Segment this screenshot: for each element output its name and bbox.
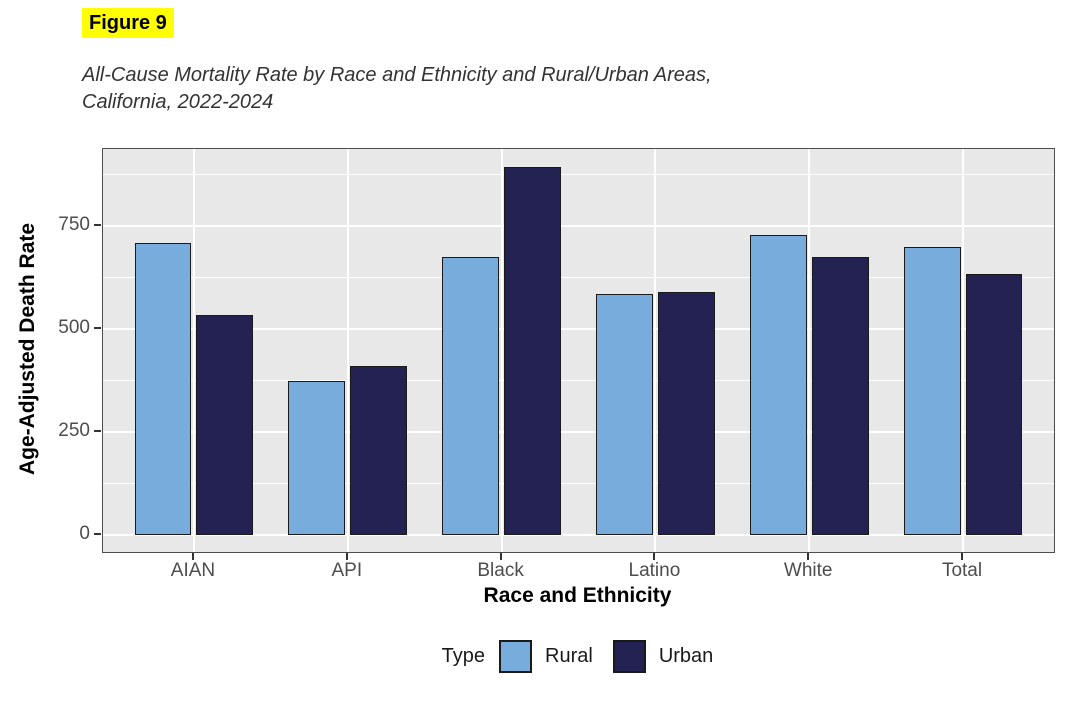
x-tick-label-total: Total: [941, 560, 983, 581]
x-tick-mark: [345, 553, 348, 560]
major-gridline: [103, 328, 1054, 331]
x-tick-label-black: Black: [477, 560, 524, 581]
bars-row: [103, 149, 1054, 552]
bar-urban-api: [350, 366, 408, 535]
subtitle-line-2: California, 2022-2024: [82, 91, 274, 113]
figure-label: Figure 9: [82, 8, 174, 38]
minor-gridline: [103, 482, 1054, 484]
y-tick-mark: [94, 224, 101, 227]
bar-group-total: [886, 149, 1040, 552]
y-tick-label: 250: [58, 419, 90, 441]
y-tick-mark: [94, 429, 101, 432]
y-tick-label: 750: [58, 214, 90, 236]
legend: Type Rural Urban: [102, 640, 1053, 673]
bar-group-white: [732, 149, 886, 552]
major-gridline: [103, 430, 1054, 433]
legend-label-rural: Rural: [545, 645, 593, 667]
x-tick-label-white: White: [783, 560, 833, 581]
legend-swatch-urban: [612, 640, 646, 673]
vertical-gridline: [808, 149, 811, 552]
vertical-gridline: [962, 149, 965, 552]
x-tick-mark: [499, 553, 502, 560]
bar-urban-black: [504, 166, 561, 535]
bar-urban-white: [811, 257, 869, 535]
x-tick-label-latino: Latino: [628, 560, 681, 581]
bar-group-latino: [578, 149, 732, 552]
x-axis-title: Race and Ethnicity: [483, 584, 672, 607]
legend-label-urban: Urban: [658, 645, 714, 667]
major-gridline: [103, 533, 1054, 536]
plot-panel: [102, 148, 1055, 553]
x-tick-mark: [807, 553, 810, 560]
bar-urban-aian: [196, 314, 254, 535]
y-tick-mark: [94, 327, 101, 330]
x-tick-mark: [653, 553, 656, 560]
y-tick-mark: [94, 532, 101, 535]
y-axis-title: Age-Adjusted Death Rate: [16, 223, 39, 476]
vertical-gridline: [654, 149, 657, 552]
y-tick-label: 500: [58, 317, 90, 339]
bar-urban-total: [965, 273, 1023, 535]
vertical-gridline: [500, 149, 503, 552]
minor-gridline: [103, 174, 1054, 176]
legend-title: Type: [441, 645, 486, 667]
bar-group-black: [425, 149, 579, 552]
bar-rural-latino: [595, 294, 653, 535]
vertical-gridline: [346, 149, 349, 552]
legend-swatch-rural: [499, 640, 533, 673]
bar-rural-aian: [134, 242, 192, 535]
bar-urban-latino: [657, 292, 715, 535]
x-tick-mark: [961, 553, 964, 560]
bar-rural-white: [749, 234, 807, 535]
x-tick-label-aian: AIAN: [170, 560, 216, 581]
major-gridline: [103, 225, 1054, 228]
bar-rural-total: [903, 246, 961, 535]
legend-entry-rural: Rural: [499, 640, 593, 673]
vertical-gridline: [192, 149, 195, 552]
bar-rural-black: [442, 257, 500, 535]
x-tick-mark: [191, 553, 194, 560]
chart-subtitle: All-Cause Mortality Rate by Race and Eth…: [82, 62, 712, 116]
bar-rural-api: [288, 380, 346, 535]
subtitle-line-1: All-Cause Mortality Rate by Race and Eth…: [82, 64, 712, 86]
x-tick-label-api: API: [331, 560, 363, 581]
legend-entry-urban: Urban: [612, 640, 714, 673]
minor-gridline: [103, 380, 1054, 382]
bar-group-api: [271, 149, 425, 552]
y-tick-label: 0: [79, 522, 90, 544]
bar-group-aian: [117, 149, 271, 552]
minor-gridline: [103, 277, 1054, 279]
